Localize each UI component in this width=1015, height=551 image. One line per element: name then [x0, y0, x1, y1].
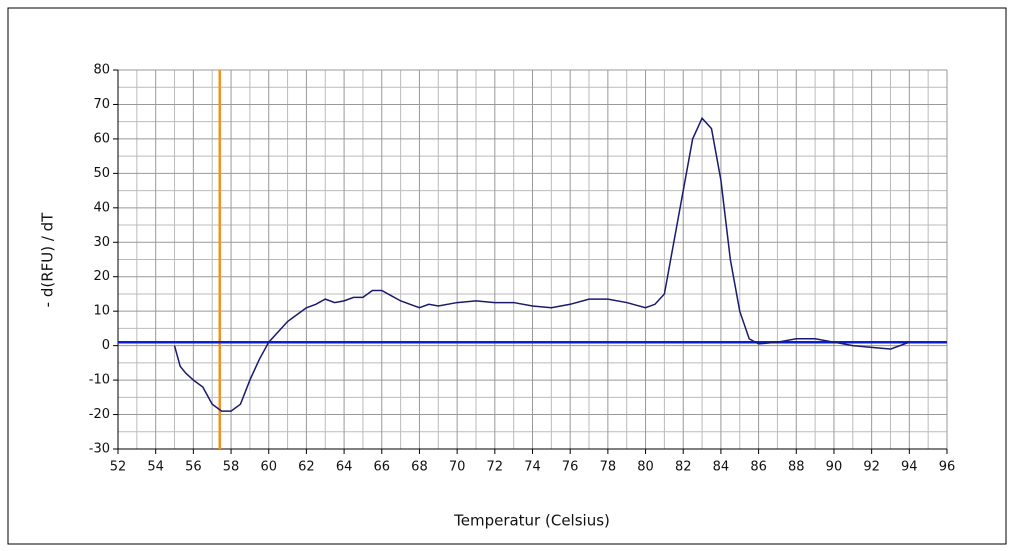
- y-tick-label: -30: [89, 442, 110, 457]
- y-tick-label: 0: [102, 338, 110, 353]
- x-tick-label: 54: [147, 460, 164, 475]
- y-tick-label: 80: [93, 63, 110, 78]
- y-tick-label: 20: [93, 269, 110, 284]
- y-tick-label: 50: [93, 166, 110, 181]
- y-tick-label: 60: [93, 131, 110, 146]
- x-tick-label: 72: [487, 460, 504, 475]
- x-tick-label: 62: [298, 460, 315, 475]
- y-tick-label: -10: [89, 373, 110, 388]
- x-tick-label: 70: [449, 460, 466, 475]
- x-tick-label: 92: [863, 460, 880, 475]
- x-tick-label: 78: [600, 460, 617, 475]
- x-tick-label: 84: [713, 460, 730, 475]
- x-tick-label: 86: [750, 460, 767, 475]
- x-tick-label: 56: [185, 460, 202, 475]
- x-tick-label: 60: [260, 460, 277, 475]
- y-tick-label: 70: [93, 97, 110, 112]
- melt-curve: [173, 116, 910, 412]
- y-tick-label: 40: [93, 200, 110, 215]
- y-tick-label: 30: [93, 235, 110, 250]
- x-tick-label: 96: [939, 460, 956, 475]
- y-tick-label: 10: [93, 304, 110, 319]
- x-tick-label: 66: [373, 460, 390, 475]
- x-tick-label: 88: [788, 460, 805, 475]
- x-tick-label: 82: [675, 460, 692, 475]
- y-axis-label: - d(RFU) / dT: [39, 212, 57, 308]
- x-tick-label: 58: [223, 460, 240, 475]
- x-tick-label: 80: [637, 460, 654, 475]
- x-tick-label: 76: [562, 460, 579, 475]
- x-tick-label: 52: [110, 460, 127, 475]
- x-tick-label: 64: [336, 460, 353, 475]
- x-tick-label: 74: [524, 460, 541, 475]
- x-axis-label: Temperatur (Celsius): [453, 512, 610, 530]
- y-tick-label: -20: [89, 407, 110, 422]
- x-tick-label: 94: [901, 460, 918, 475]
- x-tick-label: 90: [826, 460, 843, 475]
- x-tick-label: 68: [411, 460, 428, 475]
